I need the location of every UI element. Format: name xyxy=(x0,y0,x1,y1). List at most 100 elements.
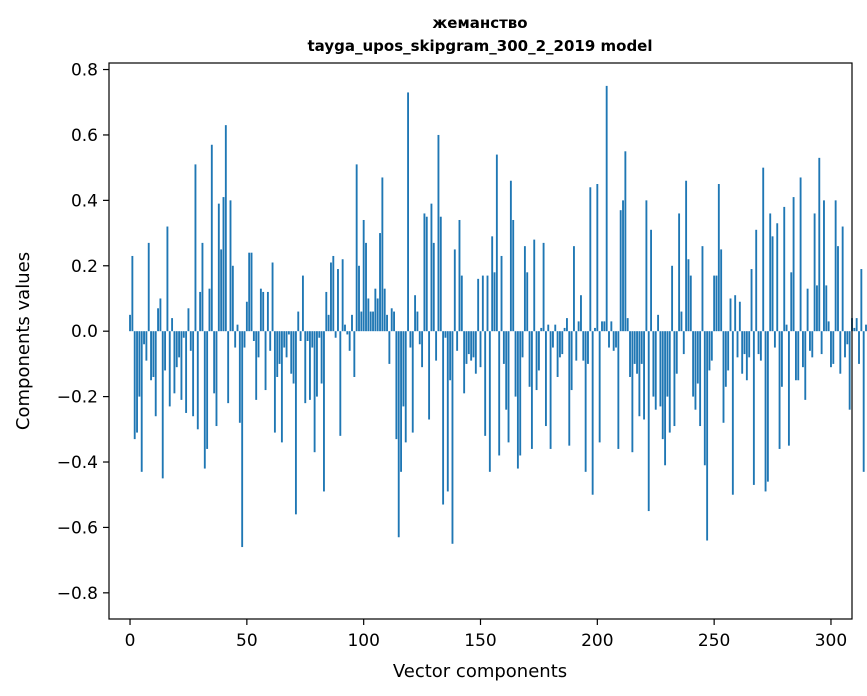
bar-264 xyxy=(745,331,748,381)
bar-272 xyxy=(764,331,767,492)
bar-120 xyxy=(409,331,412,348)
bar-261 xyxy=(738,301,741,332)
bar-241 xyxy=(692,331,695,397)
bar-36 xyxy=(213,331,216,394)
bar-13 xyxy=(159,298,162,332)
bar-292 xyxy=(811,331,814,358)
bar-169 xyxy=(523,246,526,332)
bar-159 xyxy=(500,255,503,332)
bar-110 xyxy=(386,314,388,332)
bar-247 xyxy=(706,331,709,541)
y-tick-label-5: 0.2 xyxy=(71,257,98,277)
bar-155 xyxy=(491,236,494,332)
bar-275 xyxy=(771,236,774,332)
bar-310 xyxy=(853,327,856,332)
bar-67 xyxy=(285,331,288,358)
bar-255 xyxy=(724,331,727,387)
bar-284 xyxy=(792,197,795,332)
bar-314 xyxy=(862,331,865,472)
bar-139 xyxy=(453,249,456,332)
bar-208 xyxy=(615,331,617,348)
bar-214 xyxy=(629,331,631,377)
bar-57 xyxy=(262,291,265,332)
bar-97 xyxy=(355,164,358,332)
bar-234 xyxy=(675,331,678,374)
x-tick-label-100: 100 xyxy=(347,631,379,651)
bar-245 xyxy=(701,246,704,332)
bar-46 xyxy=(236,324,239,332)
bar-233 xyxy=(673,331,676,427)
bar-288 xyxy=(802,331,804,368)
bar-24 xyxy=(185,331,188,413)
bar-47 xyxy=(238,331,241,423)
bar-44 xyxy=(231,265,234,332)
bar-147 xyxy=(472,331,475,358)
bar-66 xyxy=(283,331,286,348)
bar-223 xyxy=(650,229,652,332)
bar-191 xyxy=(575,331,578,361)
bar-86 xyxy=(330,262,332,332)
bar-54 xyxy=(255,331,258,400)
bar-207 xyxy=(612,331,615,351)
bar-103 xyxy=(369,311,372,332)
y-axis-label: Components values xyxy=(13,252,34,430)
bar-213 xyxy=(626,318,629,332)
bar-3 xyxy=(136,331,138,433)
bar-80 xyxy=(316,331,318,397)
bar-183 xyxy=(556,331,559,377)
bar-189 xyxy=(570,331,573,391)
bar-146 xyxy=(470,331,473,361)
bar-293 xyxy=(813,213,816,332)
bar-40 xyxy=(222,197,225,332)
bar-8 xyxy=(147,242,150,332)
bar-282 xyxy=(787,331,790,446)
bar-249 xyxy=(710,331,713,361)
bar-100 xyxy=(362,219,365,332)
bar-164 xyxy=(512,219,515,332)
bar-90 xyxy=(339,331,342,436)
bar-163 xyxy=(509,180,512,332)
y-axis-ticks: −0.8 −0.6 −0.4 −0.2 0.0 0.2 0.4 0.6 0.8 xyxy=(57,61,109,604)
bar-251 xyxy=(715,275,718,332)
bar-172 xyxy=(530,331,533,449)
bar-71 xyxy=(294,331,297,515)
bar-173 xyxy=(533,239,536,332)
bar-84 xyxy=(325,291,328,332)
bar-127 xyxy=(425,216,428,332)
bar-132 xyxy=(437,134,440,332)
bar-106 xyxy=(376,298,379,332)
bar-144 xyxy=(465,331,468,364)
bar-69 xyxy=(290,331,293,374)
bar-190 xyxy=(573,246,575,332)
bar-304 xyxy=(839,331,842,374)
bar-210 xyxy=(619,210,622,332)
bar-240 xyxy=(689,275,692,332)
bar-194 xyxy=(582,331,585,361)
bar-307 xyxy=(846,331,849,345)
bar-20 xyxy=(175,331,178,368)
bar-268 xyxy=(755,229,758,332)
x-tick-label-250: 250 xyxy=(698,631,730,651)
bar-230 xyxy=(666,331,669,397)
bar-42 xyxy=(227,331,230,404)
bar-152 xyxy=(484,331,487,436)
bar-263 xyxy=(743,331,746,355)
bar-78 xyxy=(311,331,314,348)
bar-105 xyxy=(374,288,377,332)
bar-305 xyxy=(841,226,844,332)
bar-37 xyxy=(215,331,218,427)
bar-285 xyxy=(794,331,797,381)
bar-204 xyxy=(605,85,608,332)
bar-151 xyxy=(481,275,484,332)
bar-145 xyxy=(467,331,470,355)
bar-308 xyxy=(848,331,851,410)
bar-229 xyxy=(664,331,667,466)
bar-197 xyxy=(589,187,592,332)
bar-95 xyxy=(351,314,353,332)
bar-25 xyxy=(187,308,190,332)
bar-56 xyxy=(259,288,262,332)
bar-298 xyxy=(825,285,828,332)
bar-33 xyxy=(206,331,209,449)
bar-153 xyxy=(486,275,489,332)
